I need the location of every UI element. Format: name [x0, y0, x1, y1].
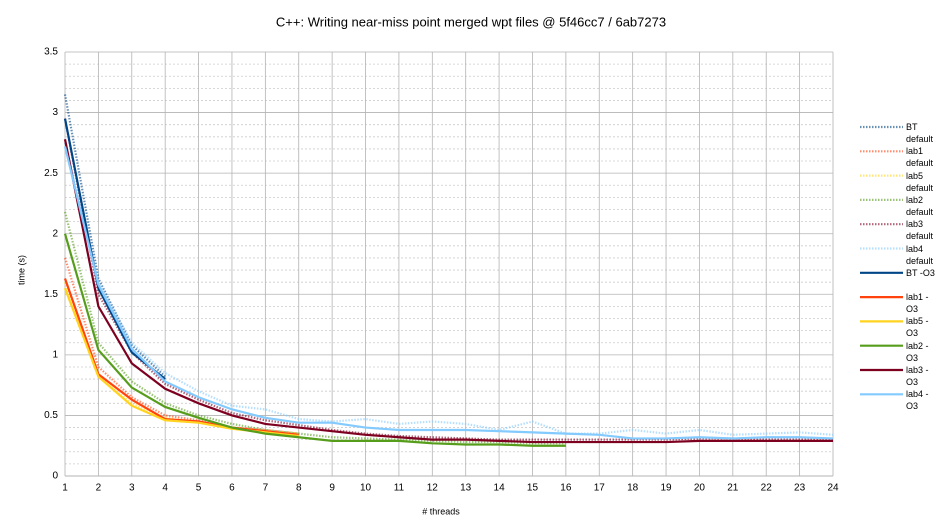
y-axis-label: time (s): [16, 255, 26, 285]
legend-label: lab2 default: [906, 194, 934, 217]
legend-label: lab5 default: [906, 170, 934, 193]
series-line: [63, 118, 166, 380]
x-tick-label: 20: [694, 483, 706, 494]
x-tick-label: 2: [96, 483, 102, 494]
y-tick-label: 2.5: [44, 168, 58, 179]
x-tick-label: 10: [360, 483, 372, 494]
x-tick-label: 19: [660, 483, 672, 494]
series-line: [63, 278, 299, 436]
x-tick-label: 7: [263, 483, 269, 494]
x-tick-label: 3: [129, 483, 135, 494]
x-tick-label: 23: [794, 483, 806, 494]
x-tick-label: 18: [627, 483, 639, 494]
x-tick-label: 4: [162, 483, 168, 494]
legend-label: BT -O3: [906, 267, 935, 278]
legend-label: lab4 default: [906, 243, 934, 266]
y-tick-label: 0: [52, 471, 58, 482]
x-tick-label: 6: [229, 483, 235, 494]
x-tick-label: 15: [527, 483, 539, 494]
x-tick-label: 21: [727, 483, 739, 494]
legend-label: lab1 default: [906, 146, 934, 169]
x-tick-label: 1: [62, 483, 68, 494]
y-tick-label: 1.5: [44, 289, 58, 300]
series-line: [63, 139, 833, 444]
series-line: [63, 118, 833, 441]
series-line: [63, 257, 299, 435]
x-tick-label: 9: [329, 483, 335, 494]
series-line: [63, 146, 834, 440]
legend-label: lab4 -O3: [906, 389, 929, 412]
series-line: [63, 142, 834, 436]
x-tick-label: 17: [594, 483, 606, 494]
x-tick-label: 24: [827, 483, 839, 494]
legend-label: lab1 -O3: [906, 292, 929, 315]
series-line: [63, 233, 566, 447]
chart-title: C++: Writing near-miss point merged wpt …: [276, 14, 666, 29]
x-axis-label: # threads: [422, 506, 460, 516]
legend-label: lab2 -O3: [906, 340, 929, 363]
x-tick-label: 16: [560, 483, 572, 494]
x-tick-label: 8: [296, 483, 302, 494]
y-tick-label: 3.5: [44, 47, 58, 58]
legend-label: lab3 default: [906, 219, 934, 242]
x-tick-label: 22: [761, 483, 773, 494]
y-tick-label: 0.5: [44, 410, 58, 421]
x-tick-label: 12: [427, 483, 439, 494]
legend-label: lab3 -O3: [906, 365, 929, 387]
x-tick-label: 11: [394, 483, 405, 494]
legend-label: BT default: [906, 122, 934, 144]
series-line: [63, 94, 166, 378]
y-tick-label: 2: [52, 228, 58, 239]
y-tick-label: 1: [52, 349, 58, 360]
legend-label: lab5 -O3: [906, 316, 929, 339]
x-tick-label: 5: [196, 483, 202, 494]
y-tick-label: 3: [52, 107, 58, 118]
x-tick-label: 13: [460, 483, 472, 494]
x-tick-label: 14: [494, 483, 506, 494]
series-line: [63, 281, 299, 435]
